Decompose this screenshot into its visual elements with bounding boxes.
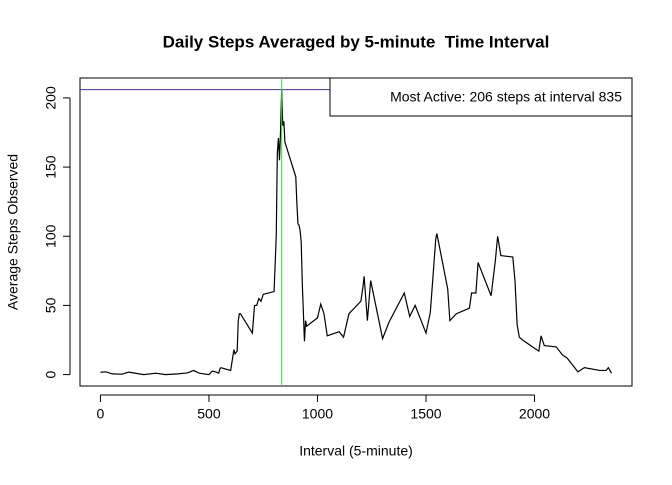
y-tick-label: 200 <box>43 86 59 110</box>
plot-frame <box>79 77 633 387</box>
y-tick-label: 0 <box>43 370 59 378</box>
x-tick-label: 500 <box>197 406 221 422</box>
legend-box <box>329 77 633 117</box>
x-tick-label: 1500 <box>410 406 441 422</box>
y-tick-label: 100 <box>43 224 59 248</box>
x-tick-label: 1000 <box>302 406 333 422</box>
y-tick-label: 150 <box>43 155 59 179</box>
y-axis-label: Average Steps Observed <box>5 154 21 310</box>
x-tick-label: 0 <box>97 406 105 422</box>
y-tick-label: 50 <box>43 297 59 313</box>
legend-text: Most Active: 206 steps at interval 835 <box>390 89 622 105</box>
chart-title: Daily Steps Averaged by 5-minute Time In… <box>163 32 550 51</box>
x-axis-label: Interval (5-minute) <box>299 443 413 459</box>
x-tick-label: 2000 <box>519 406 550 422</box>
data-line <box>100 89 613 376</box>
